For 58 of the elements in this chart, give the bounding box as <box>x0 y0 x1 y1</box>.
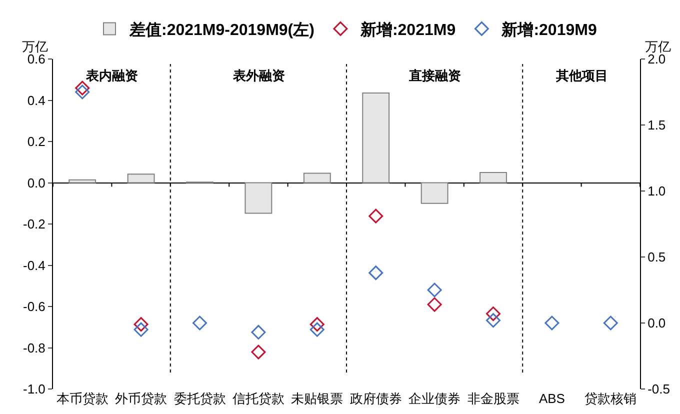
legend-label: 新增:2021M9 <box>359 20 456 39</box>
y2-tick-label: 1.0 <box>648 184 666 199</box>
x-tick-label: 政府债券 <box>350 391 402 406</box>
point <box>192 316 207 330</box>
point <box>310 317 324 332</box>
point <box>427 282 442 298</box>
point <box>75 84 90 100</box>
point <box>486 306 500 322</box>
y-tick-label: 0.6 <box>27 52 46 67</box>
y-tick-label: -1.0 <box>22 382 46 397</box>
y-tick-label: 0.0 <box>27 175 46 190</box>
y-axis-title: 万亿 <box>22 39 48 54</box>
bar <box>362 92 390 184</box>
annotation: 表内融资 <box>85 68 138 83</box>
legend-label: 差值:2021M9-2019M9(左) <box>128 20 314 39</box>
point <box>75 80 90 96</box>
bar <box>480 172 507 184</box>
point <box>134 317 148 332</box>
annotation: 其他项目 <box>555 68 608 83</box>
y-tick-label: -0.4 <box>22 258 46 273</box>
y2-tick-label: 0.0 <box>648 316 666 331</box>
y2-tick-label: -0.5 <box>648 382 670 397</box>
bar <box>303 172 331 184</box>
x-tick-label: 未贴银票 <box>291 391 344 406</box>
point <box>427 297 442 312</box>
point <box>310 322 324 337</box>
y-tick-label: -0.6 <box>22 299 46 314</box>
point <box>486 313 500 328</box>
x-tick-label: 信托贷款 <box>232 391 284 406</box>
x-tick-label: 本币贷款 <box>56 391 108 406</box>
x-tick-label: 外币贷款 <box>115 391 168 406</box>
point <box>603 316 618 330</box>
y2-tick-label: 0.5 <box>648 250 666 265</box>
y2-tick-label: 2.0 <box>648 52 666 67</box>
y-tick-label: -0.2 <box>22 216 46 232</box>
y-tick-label: 0.4 <box>27 92 46 108</box>
point <box>251 344 266 360</box>
point <box>368 208 384 224</box>
bar <box>68 179 96 184</box>
x-tick-label: 贷款核销 <box>584 391 637 406</box>
y-tick-label: 0.2 <box>27 134 46 150</box>
bar <box>127 174 155 184</box>
point <box>251 324 266 340</box>
y2-tick-label: 1.5 <box>648 118 666 133</box>
legend-label: 新增:2019M9 <box>500 20 597 39</box>
bar <box>420 182 448 204</box>
point <box>134 322 148 337</box>
annotation: 直接融资 <box>408 68 461 83</box>
y2-axis-title: 万亿 <box>645 39 671 54</box>
x-tick-label: 企业债券 <box>408 391 461 406</box>
x-tick-label: 非金股票 <box>467 391 520 406</box>
annotation: 表外融资 <box>232 68 285 83</box>
x-tick-label: ABS <box>538 391 566 406</box>
x-tick-label: 委托贷款 <box>174 391 226 406</box>
point <box>368 266 384 280</box>
point <box>544 316 560 330</box>
y-tick-label: -0.8 <box>22 340 46 356</box>
bar <box>244 182 272 214</box>
